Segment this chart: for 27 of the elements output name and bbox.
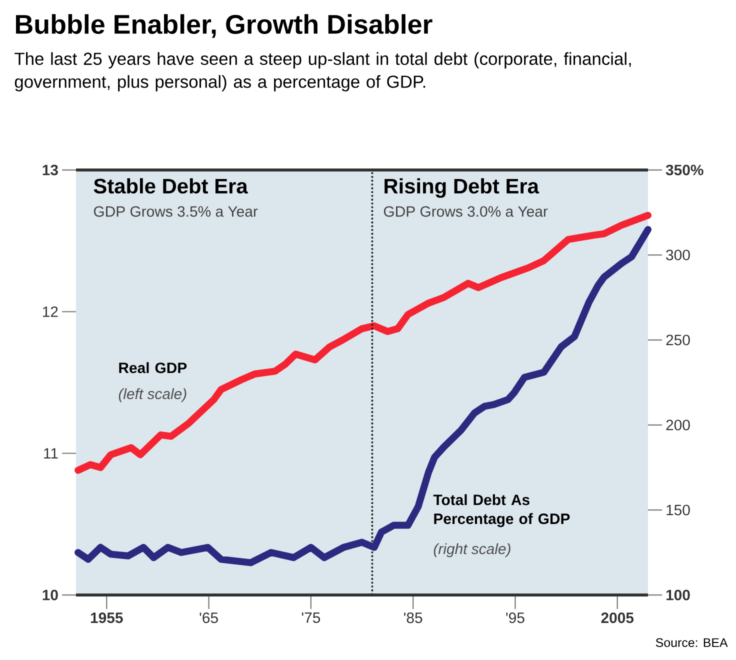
y-tick-label: 10 bbox=[42, 590, 58, 600]
y2-tick-label: 300 bbox=[666, 250, 690, 260]
y2-tick-label: 350% bbox=[666, 164, 704, 176]
x-tick-label: 2005 bbox=[601, 612, 634, 624]
chart-subtitle: The last 25 years have seen a steep up-slant in total debt (corporate, financial, government, plus personal) as a percentage of GDP. bbox=[14, 52, 631, 92]
chart-title: Bubble Enabler, Growth Disabler bbox=[16, 14, 432, 38]
annotation: (right scale) bbox=[434, 543, 510, 558]
annotation: Stable Debt Era bbox=[94, 178, 248, 194]
annotation: Rising Debt Era bbox=[384, 178, 540, 198]
source-note: Source: BEA bbox=[656, 638, 728, 648]
x-tick-label: '85 bbox=[404, 612, 422, 624]
y-tick-label: 12 bbox=[43, 306, 58, 317]
x-tick-label: '75 bbox=[302, 612, 320, 623]
annotation: (left scale) bbox=[118, 388, 186, 402]
y2-tick-label: 150 bbox=[666, 504, 690, 516]
text: Real GDP bbox=[119, 362, 187, 374]
y-tick-label: 11 bbox=[44, 448, 58, 458]
x-tick-label: '95 bbox=[506, 612, 524, 624]
y2-tick-label: 250 bbox=[666, 334, 690, 346]
y2-tick-label: 200 bbox=[666, 420, 690, 430]
annotation: GDP Grows 3.0% a Year bbox=[384, 206, 548, 217]
x-tick-label: 1955 bbox=[90, 612, 123, 624]
y-tick-label: 13 bbox=[42, 164, 58, 176]
series-label: Total Debt As Percentage of GDP bbox=[433, 494, 570, 528]
y2-tick-label: 100 bbox=[666, 590, 690, 600]
annotation: GDP Grows 3.5% a Year bbox=[94, 206, 258, 217]
x-tick-label: '65 bbox=[200, 612, 218, 624]
